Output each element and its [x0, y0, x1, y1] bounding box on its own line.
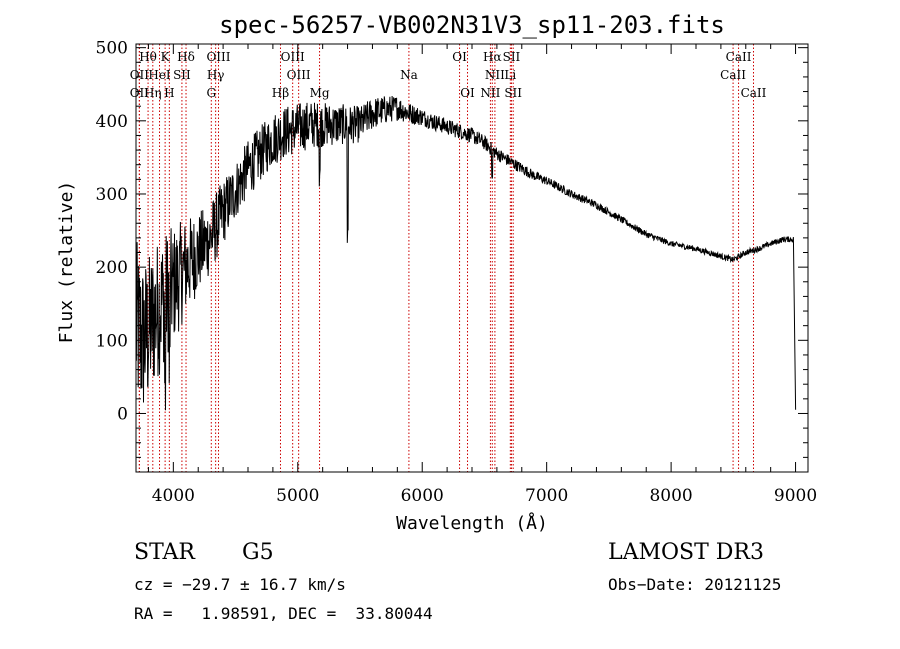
line-label-16: Li	[504, 68, 516, 82]
line-label-1: K	[161, 50, 171, 64]
line-label-2: Hδ	[177, 50, 195, 64]
line-label-7: SII	[503, 50, 521, 64]
chart-title: spec-56257-VB002N31V3_sp11-203.fits	[219, 11, 725, 39]
line-label-15: NII	[485, 68, 505, 82]
x-tick-label-1: 5000	[276, 486, 319, 506]
y-tick-label-3: 300	[96, 185, 128, 205]
line-label-6: Hα	[483, 50, 502, 64]
y-axis-label: Flux (relative)	[56, 181, 77, 344]
line-label-5: OI	[452, 50, 467, 64]
x-tick-label-4: 8000	[649, 486, 692, 506]
line-label-19: Hη	[144, 86, 162, 100]
line-label-26: SII	[504, 86, 522, 100]
observation-date: Obs−Date: 20121125	[608, 575, 782, 594]
survey-name: LAMOST DR3	[608, 540, 764, 565]
plot-frame	[135, 43, 809, 473]
line-label-9: OII	[130, 68, 150, 82]
line-label-20: H	[164, 86, 174, 100]
line-label-21: G	[206, 86, 216, 100]
line-label-22: Hβ	[272, 86, 289, 100]
y-tick-label-4: 400	[96, 112, 128, 132]
plot-frame-layer: 4000 5000 6000 7000 8000 9000 0 100 200 300 400 500	[96, 39, 818, 506]
line-label-27: CaII	[741, 86, 767, 100]
line-label-25: NII	[480, 86, 500, 100]
line-label-0: Hθ	[139, 50, 157, 64]
x-tick-label-2: 6000	[401, 486, 444, 506]
line-label-13: OIII	[287, 68, 311, 82]
object-class: STAR	[134, 540, 195, 565]
y-tick-label-2: 200	[96, 258, 128, 278]
spectral-lines-layer	[138, 44, 754, 472]
line-label-3: OIII	[206, 50, 230, 64]
y-tick-label-1: 100	[96, 331, 128, 351]
x-tick-label-0: 4000	[152, 486, 195, 506]
line-label-4: OIII	[281, 50, 305, 64]
line-label-11: SII	[173, 68, 191, 82]
x-tick-label-3: 7000	[525, 486, 568, 506]
line-label-10: HeI	[148, 68, 171, 82]
ra-dec-coordinates: RA = 1.98591, DEC = 33.80044	[134, 604, 433, 623]
y-tick-label-0: 0	[117, 404, 128, 424]
line-label-17: CaII	[720, 68, 746, 82]
y-tick-label-5: 500	[96, 39, 128, 59]
x-axis-label: Wavelength (Å)	[396, 512, 548, 534]
redshift-value: cz = −29.7 ± 16.7 km/s	[134, 575, 346, 594]
line-label-12: Hγ	[207, 68, 225, 82]
spectrum-line	[135, 95, 797, 411]
line-label-8: CaII	[726, 50, 752, 64]
line-label-14: Na	[400, 68, 418, 82]
line-label-24: OI	[460, 86, 475, 100]
x-tick-label-5: 9000	[774, 486, 817, 506]
object-subclass: G5	[242, 540, 274, 565]
line-label-23: Mg	[310, 86, 330, 100]
spectrum-layer	[135, 95, 797, 411]
line-label-18: OII	[130, 86, 150, 100]
